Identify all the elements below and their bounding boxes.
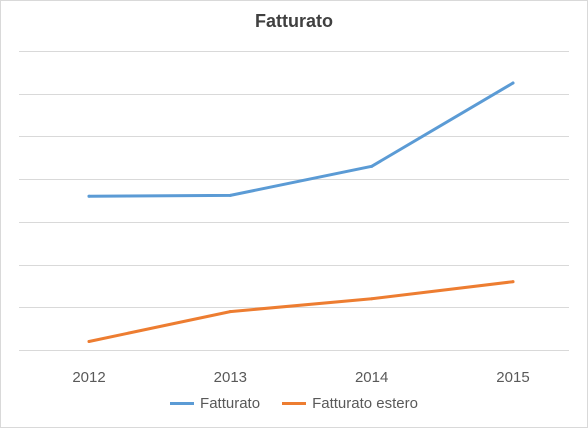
legend-item: Fatturato estero xyxy=(282,395,418,412)
line-chart-plot: 2012 2013 2014 2015 xyxy=(19,51,569,386)
data-point xyxy=(87,194,91,198)
data-point xyxy=(370,297,374,301)
x-tick-label: 2015 xyxy=(496,369,529,386)
data-point xyxy=(511,280,515,284)
series-line-fatturato xyxy=(87,81,515,198)
data-point xyxy=(228,193,232,197)
legend-label: Fatturato estero xyxy=(312,395,418,412)
chart-legend: Fatturato Fatturato estero xyxy=(1,395,587,412)
data-point xyxy=(228,310,232,314)
legend-swatch xyxy=(170,402,195,405)
x-tick-label: 2014 xyxy=(355,369,388,386)
series-line-fatturato-estero xyxy=(87,280,515,343)
data-point xyxy=(87,339,91,343)
data-point xyxy=(370,164,374,168)
legend-swatch xyxy=(282,402,307,405)
legend-item: Fatturato xyxy=(170,395,260,412)
x-tick-label: 2012 xyxy=(72,369,105,386)
data-point xyxy=(511,81,515,85)
x-tick-label: 2013 xyxy=(214,369,247,386)
chart-title: Fatturato xyxy=(255,11,333,31)
legend-label: Fatturato xyxy=(200,395,261,412)
